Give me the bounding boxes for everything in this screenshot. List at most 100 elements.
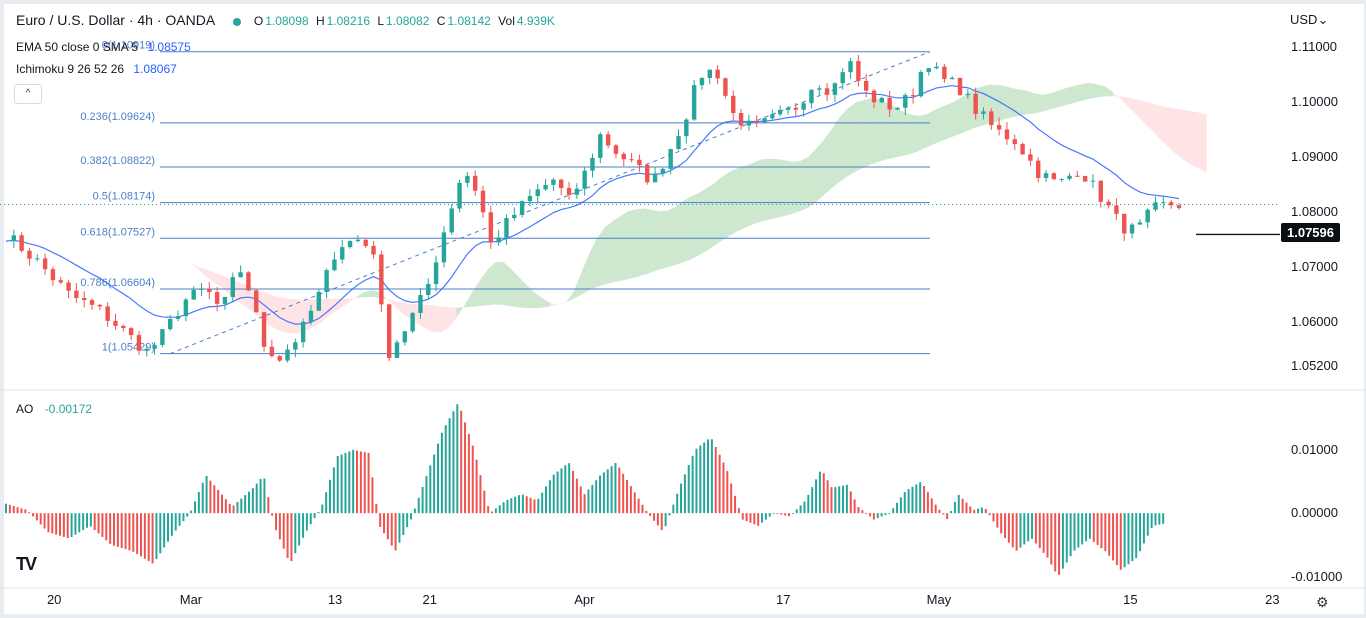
ao-bar: [818, 471, 821, 514]
candle: [996, 117, 1002, 136]
ao-bar: [255, 483, 258, 514]
cloud-segment: [667, 207, 676, 268]
candle-body: [386, 304, 392, 358]
cloud-segment: [401, 302, 410, 319]
ao-bar: [464, 422, 467, 514]
current-price-badge: 1.07596: [1281, 223, 1340, 243]
candle: [105, 302, 110, 327]
candle-body: [285, 349, 290, 361]
ao-bar: [1023, 513, 1026, 545]
ao-bar: [722, 462, 725, 514]
ao-bar: [1139, 513, 1142, 552]
candle-body: [660, 168, 666, 174]
cloud-segment: [440, 306, 449, 333]
cloud-segment: [370, 290, 379, 298]
candle-body: [371, 245, 376, 255]
ao-bar: [672, 504, 675, 514]
cloud-segment: [393, 300, 402, 313]
ao-bar: [109, 513, 112, 544]
cloud-segment: [550, 303, 558, 307]
symbol-title[interactable]: Euro / U.S. Dollar · 4h · OANDA: [16, 12, 216, 28]
candle: [527, 189, 533, 207]
ao-bar: [533, 499, 536, 514]
ao-bar: [583, 494, 586, 514]
candle: [887, 90, 892, 117]
collapse-legend-button[interactable]: ^: [14, 84, 42, 104]
candle: [355, 235, 361, 243]
candle: [1122, 213, 1127, 242]
ao-bar: [965, 502, 968, 514]
settings-gear-icon[interactable]: ⚙: [1316, 594, 1329, 610]
ao-bar: [356, 450, 359, 514]
ao-bar: [980, 507, 983, 514]
ao-bar: [336, 456, 339, 514]
ao-bar: [614, 463, 617, 514]
ichimoku-legend[interactable]: Ichimoku 9 26 52 26 1.08067: [16, 62, 177, 76]
candle-body: [895, 107, 900, 110]
candle: [910, 88, 916, 104]
candle: [19, 232, 24, 253]
candle-body: [496, 237, 501, 243]
candle: [277, 355, 282, 363]
ao-bar: [668, 513, 671, 516]
candle-body: [324, 270, 329, 292]
ao-bar: [1127, 513, 1130, 565]
candle-body: [668, 148, 673, 169]
candle-body: [426, 284, 431, 296]
ao-bar: [494, 508, 497, 514]
candle: [379, 250, 384, 312]
ao-bar: [205, 476, 208, 514]
ema-legend[interactable]: EMA 50 close 0 SMA 5 1.08575: [16, 40, 191, 54]
candle: [691, 79, 697, 121]
ao-bar: [899, 497, 902, 514]
candle: [621, 152, 626, 167]
ao-bar: [1081, 513, 1084, 545]
candle: [89, 298, 95, 310]
candle: [97, 303, 103, 311]
candle: [574, 183, 580, 199]
ao-bar: [452, 411, 455, 514]
ao-bar: [653, 513, 656, 521]
ao-bar: [1119, 513, 1122, 570]
ao-bar: [410, 513, 413, 520]
candle-body: [1075, 175, 1080, 177]
candle-body: [504, 218, 509, 238]
ao-bar: [1104, 513, 1107, 552]
cloud-segment: [745, 162, 754, 228]
candle-body: [551, 179, 556, 185]
candle-body: [81, 297, 87, 301]
candle-body: [128, 328, 134, 336]
ao-bar: [579, 486, 582, 514]
ao-bar: [691, 455, 694, 514]
candle-body: [269, 346, 275, 357]
currency-selector[interactable]: USD⌄: [1290, 12, 1328, 28]
ao-bar: [1092, 513, 1095, 542]
candle: [785, 106, 791, 115]
candle: [1114, 198, 1119, 220]
symbol-legend: Euro / U.S. Dollar · 4h · OANDA O 1.08098…: [16, 12, 555, 28]
ao-bar: [367, 452, 370, 514]
candle: [418, 287, 423, 319]
candle-body: [19, 235, 24, 251]
price-tick-label: 1.09000: [1291, 149, 1338, 165]
candle-body: [1176, 205, 1182, 209]
candle: [950, 76, 955, 80]
ao-bar: [16, 507, 19, 514]
ao-bar: [448, 418, 451, 514]
ao-bar: [224, 499, 227, 514]
candle: [457, 179, 462, 213]
ao-bar: [950, 511, 953, 514]
ao-bar: [996, 513, 999, 528]
cloud-segment: [1120, 96, 1129, 108]
candle-body: [910, 95, 916, 97]
candle-body: [590, 157, 595, 171]
candle: [27, 247, 32, 266]
cloud-segment: [659, 210, 668, 270]
candle: [238, 265, 243, 278]
cloud-segment: [902, 110, 910, 157]
ao-legend[interactable]: AO -0.00172: [16, 402, 92, 416]
candle: [676, 129, 681, 151]
candle-body: [214, 292, 220, 304]
candle-body: [136, 335, 142, 351]
